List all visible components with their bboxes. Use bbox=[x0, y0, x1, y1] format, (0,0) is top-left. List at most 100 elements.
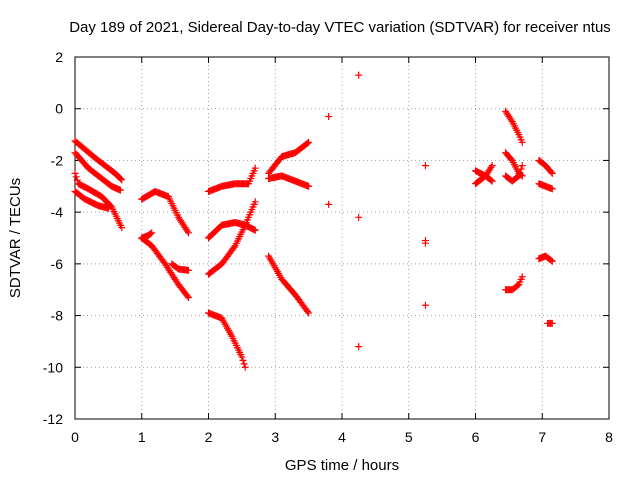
data-point bbox=[183, 227, 191, 235]
chart-title: Day 189 of 2021, Sidereal Day-to-day VTE… bbox=[69, 19, 611, 36]
data-point bbox=[518, 273, 526, 281]
data-point bbox=[184, 266, 192, 274]
series-arc-9 bbox=[205, 164, 259, 195]
data-point bbox=[518, 138, 526, 146]
data-point bbox=[487, 176, 495, 184]
x-tick-label: 0 bbox=[71, 429, 79, 445]
data-point bbox=[72, 173, 80, 181]
series-arc-1 bbox=[71, 137, 126, 184]
x-axis-ticks: 0 1 2 3 4 5 6 7 8 bbox=[71, 57, 613, 445]
series-arc-4 bbox=[71, 187, 112, 212]
data-point bbox=[515, 172, 523, 180]
data-point bbox=[547, 168, 555, 176]
data-point bbox=[548, 185, 556, 193]
x-tick-label: 4 bbox=[338, 429, 346, 445]
data-point bbox=[104, 204, 112, 212]
data-point bbox=[251, 226, 259, 234]
data-point bbox=[355, 343, 363, 351]
data-point bbox=[251, 164, 259, 172]
series-arc-10 bbox=[205, 218, 259, 242]
data-point bbox=[325, 200, 333, 208]
data-point bbox=[355, 71, 363, 79]
series-arc-2 bbox=[71, 149, 124, 194]
data-point bbox=[548, 169, 556, 177]
data-point bbox=[355, 213, 363, 221]
series-arc-3 bbox=[71, 169, 126, 232]
data-point bbox=[117, 175, 125, 183]
data-point bbox=[238, 353, 246, 361]
data-point bbox=[118, 176, 126, 184]
series-arc-23 bbox=[535, 180, 556, 193]
data-point bbox=[184, 229, 192, 237]
y-tick-label: 2 bbox=[55, 49, 63, 65]
series-arc-25 bbox=[544, 319, 556, 327]
data-point bbox=[240, 360, 248, 368]
series-arc-15 bbox=[265, 252, 313, 317]
y-axis-ticks: -12 -10 -8 -6 -4 -2 0 2 bbox=[43, 49, 609, 427]
y-tick-label: -12 bbox=[43, 411, 63, 427]
series-arc-13 bbox=[265, 138, 313, 177]
y-axis-label: SDTVAR / TECUs bbox=[7, 178, 24, 298]
y-tick-label: -4 bbox=[51, 204, 64, 220]
x-tick-label: 5 bbox=[405, 429, 413, 445]
y-tick-label: -6 bbox=[51, 256, 64, 272]
series-arc-11 bbox=[205, 198, 259, 278]
data-point bbox=[305, 309, 313, 317]
data-point bbox=[251, 198, 259, 206]
x-tick-label: 2 bbox=[205, 429, 213, 445]
series-arc-19 bbox=[502, 149, 526, 180]
data-point bbox=[547, 256, 555, 264]
x-tick-label: 3 bbox=[271, 429, 279, 445]
data-point bbox=[183, 292, 191, 300]
series-arc-24 bbox=[535, 252, 556, 265]
data-point bbox=[548, 319, 556, 327]
data-point bbox=[488, 177, 496, 185]
x-tick-label: 8 bbox=[605, 429, 613, 445]
data-point bbox=[118, 224, 126, 232]
data-point bbox=[73, 176, 81, 184]
data-point bbox=[487, 163, 495, 171]
series-arc-12 bbox=[205, 309, 249, 371]
data-point bbox=[230, 243, 238, 251]
data-point bbox=[116, 186, 124, 194]
data-point bbox=[239, 356, 247, 364]
x-tick-label: 1 bbox=[138, 429, 146, 445]
series-arc-18 bbox=[502, 107, 526, 146]
y-tick-label: -8 bbox=[51, 308, 64, 324]
data-point bbox=[518, 162, 526, 170]
data-point bbox=[71, 169, 79, 177]
y-tick-label: -2 bbox=[51, 152, 64, 168]
data-point bbox=[241, 363, 249, 371]
x-tick-label: 7 bbox=[538, 429, 546, 445]
series-arc-8 bbox=[168, 260, 192, 274]
data-point bbox=[548, 257, 556, 265]
data-point bbox=[304, 307, 312, 315]
data-point bbox=[514, 173, 522, 181]
data-point bbox=[305, 182, 313, 190]
series-arc-22 bbox=[535, 156, 556, 177]
x-tick-label: 6 bbox=[472, 429, 480, 445]
series-arc-20 bbox=[502, 162, 526, 185]
data-point bbox=[184, 293, 192, 301]
data-point bbox=[147, 230, 155, 238]
y-tick-label: -10 bbox=[43, 359, 63, 375]
data-point bbox=[421, 239, 429, 247]
data-point bbox=[305, 138, 313, 146]
data-point bbox=[325, 112, 333, 120]
data-point bbox=[148, 229, 156, 237]
data-point bbox=[421, 162, 429, 170]
data-point bbox=[488, 162, 496, 170]
data-point bbox=[517, 165, 525, 173]
series-isolated bbox=[325, 71, 429, 351]
data-point bbox=[516, 168, 524, 176]
data-point bbox=[507, 116, 515, 124]
data-points bbox=[71, 71, 556, 371]
series-arc-14 bbox=[265, 172, 313, 190]
y-tick-label: 0 bbox=[55, 101, 63, 117]
series-arc-17 bbox=[472, 167, 496, 185]
series-arc-5 bbox=[138, 187, 192, 237]
data-point bbox=[304, 139, 312, 147]
grid bbox=[75, 57, 609, 419]
series-arc-21 bbox=[502, 273, 526, 294]
